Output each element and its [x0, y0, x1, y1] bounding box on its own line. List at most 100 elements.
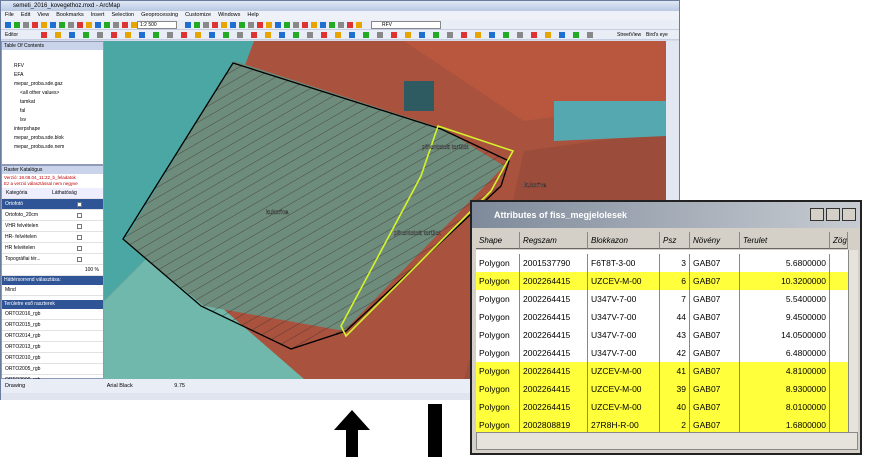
tool-icon[interactable] — [293, 22, 299, 28]
menu-item[interactable]: Help — [247, 12, 259, 18]
tool-icon[interactable] — [69, 32, 75, 38]
menu-item[interactable]: Geoprocessing — [141, 12, 179, 18]
raster-item[interactable]: ORTO2005_rgb — [2, 364, 103, 375]
tool-icon[interactable] — [223, 32, 229, 38]
toc-item[interactable]: EFA — [14, 72, 24, 78]
column-header[interactable]: Psz — [660, 232, 690, 249]
tool-icon[interactable] — [41, 32, 47, 38]
tool-icon[interactable] — [104, 22, 110, 28]
tool-icon[interactable] — [185, 22, 191, 28]
tool-icon[interactable] — [125, 32, 131, 38]
tool-icon[interactable] — [391, 32, 397, 38]
tool-icon[interactable] — [95, 22, 101, 28]
table-row[interactable]: Polygon 2002264415 U347V-7-00 44 GAB07 9.4500… — [476, 308, 848, 327]
tool-icon[interactable] — [41, 22, 47, 28]
tool-icon[interactable] — [203, 22, 209, 28]
tool-icon[interactable] — [167, 32, 173, 38]
order-value[interactable]: Mind — [2, 285, 103, 296]
tool-icon[interactable] — [559, 32, 565, 38]
tool-icon[interactable] — [335, 32, 341, 38]
table-row[interactable]: Polygon 2002264415 UZCEV-M-00 40 GAB07 8.0100… — [476, 398, 848, 417]
minimize-button[interactable] — [810, 208, 824, 221]
toc-item[interactable]: mepar_proba.sde.nem — [14, 144, 65, 150]
tool-icon[interactable] — [131, 22, 137, 28]
font-box[interactable]: Arial Black — [106, 383, 133, 389]
tool-icon[interactable] — [14, 22, 20, 28]
tool-icon[interactable] — [573, 32, 579, 38]
vertical-scrollbar[interactable] — [848, 250, 858, 432]
column-header[interactable]: Regszam — [520, 232, 588, 249]
table-row[interactable]: Polygon 2002264415 U347V-7-00 7 GAB07 5.54000… — [476, 290, 848, 309]
toc-item[interactable]: lsv — [20, 117, 27, 123]
tool-icon[interactable] — [97, 32, 103, 38]
tool-icon[interactable] — [230, 22, 236, 28]
tool-icon[interactable] — [503, 32, 509, 38]
tool-icon[interactable] — [338, 22, 344, 28]
menu-item[interactable]: View — [37, 12, 50, 18]
toc-item[interactable]: mepar_proba.sde.blok — [14, 135, 64, 141]
visibility-checkbox[interactable] — [77, 213, 82, 218]
tool-icon[interactable] — [275, 22, 281, 28]
column-header[interactable]: Terulet — [740, 232, 830, 249]
visibility-checkbox[interactable] — [77, 224, 82, 229]
visibility-checkbox[interactable] — [77, 257, 82, 262]
visibility-checkbox[interactable] — [77, 202, 82, 207]
tool-icon[interactable] — [122, 22, 128, 28]
toc-item[interactable]: interpshape — [14, 126, 41, 132]
toc-item[interactable]: fal — [20, 108, 26, 114]
table-row[interactable]: Polygon 2002264415 UZCEV-M-00 41 GAB07 4.8100… — [476, 362, 848, 381]
tool-icon[interactable] — [489, 32, 495, 38]
tool-icon[interactable] — [307, 32, 313, 38]
menu-item[interactable]: Edit — [20, 12, 31, 18]
tool-icon[interactable] — [194, 22, 200, 28]
tool-icon[interactable] — [239, 22, 245, 28]
toc-item[interactable]: mepar_proba.sde.gaz — [14, 81, 63, 87]
tool-icon[interactable] — [50, 22, 56, 28]
tool-icon[interactable] — [86, 22, 92, 28]
table-row[interactable]: Polygon 2002264415 UZCEV-M-00 39 GAB07 8.9300… — [476, 380, 848, 399]
tool-icon[interactable] — [321, 32, 327, 38]
table-row[interactable]: Polygon 2002264415 U347V-7-00 42 GAB07 6.4800… — [476, 344, 848, 363]
table-row[interactable]: Polygon 2002264415 U347V-7-00 43 GAB07 14.050… — [476, 326, 848, 345]
birdseye-button[interactable]: Bird's eye — [646, 32, 668, 38]
tool-icon[interactable] — [545, 32, 551, 38]
tool-icon[interactable] — [113, 22, 119, 28]
tool-icon[interactable] — [139, 32, 145, 38]
tool-icon[interactable] — [55, 32, 61, 38]
tool-icon[interactable] — [181, 32, 187, 38]
menu-item[interactable]: Customize — [185, 12, 212, 18]
tool-icon[interactable] — [311, 22, 317, 28]
tool-icon[interactable] — [111, 32, 117, 38]
tool-icon[interactable] — [347, 22, 353, 28]
tool-icon[interactable] — [363, 32, 369, 38]
tool-icon[interactable] — [153, 32, 159, 38]
tool-icon[interactable] — [377, 32, 383, 38]
column-header[interactable]: Zöger — [830, 232, 848, 249]
tool-icon[interactable] — [209, 32, 215, 38]
tool-icon[interactable] — [433, 32, 439, 38]
tool-icon[interactable] — [293, 32, 299, 38]
raster-item[interactable]: ORTO2015_rgb — [2, 320, 103, 331]
tool-icon[interactable] — [32, 22, 38, 28]
column-header[interactable]: Blokkazon — [588, 232, 660, 249]
size-box[interactable]: 9.75 — [174, 383, 185, 389]
drawing-menu[interactable]: Drawing — [5, 383, 26, 389]
tool-icon[interactable] — [531, 32, 537, 38]
toc-item[interactable]: tamkat — [20, 99, 36, 105]
tool-icon[interactable] — [221, 22, 227, 28]
raster-item[interactable]: ORTO2013_rgb — [2, 342, 103, 353]
scale-box[interactable]: 1:2 500 — [137, 21, 177, 29]
tool-icon[interactable] — [475, 32, 481, 38]
visibility-checkbox[interactable] — [77, 246, 82, 251]
tool-icon[interactable] — [517, 32, 523, 38]
tool-icon[interactable] — [302, 22, 308, 28]
tool-icon[interactable] — [237, 32, 243, 38]
tool-icon[interactable] — [23, 22, 29, 28]
tool-icon[interactable] — [405, 32, 411, 38]
table-row[interactable]: Polygon 2002264415 UZCEV-M-00 6 GAB07 10.3200… — [476, 272, 848, 291]
menu-item[interactable]: Selection — [111, 12, 135, 18]
layer-box[interactable]: RFV — [371, 21, 441, 29]
selected-parcel[interactable] — [340, 124, 515, 338]
streetview-button[interactable]: StreetView — [617, 32, 642, 38]
tool-icon[interactable] — [266, 22, 272, 28]
